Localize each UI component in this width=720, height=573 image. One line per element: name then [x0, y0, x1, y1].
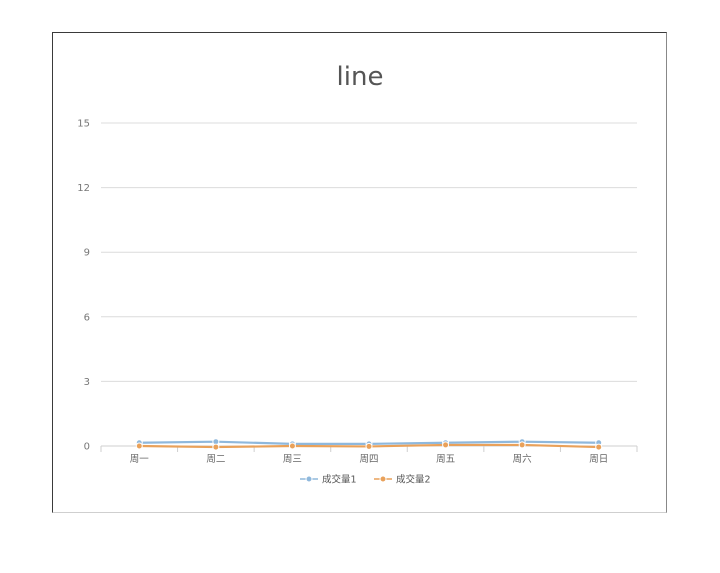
y-tick-label: 9 [84, 248, 90, 259]
x-tick-label: 周六 [513, 453, 533, 465]
data-point[interactable] [288, 442, 296, 450]
line-chart: line 0 3 6 9 12 15 周一 周二 周三 周四 周五 周六 周日 成交量1 成交量2 [77, 62, 638, 486]
series-group [135, 438, 603, 451]
chart-title: line [337, 62, 384, 92]
legend-label: 成交量2 [396, 474, 431, 486]
legend-item-1[interactable]: 成交量1 [300, 474, 357, 486]
data-point[interactable] [442, 441, 450, 449]
legend-marker [379, 475, 387, 483]
y-tick-label: 6 [84, 312, 90, 323]
y-tick-label: 0 [84, 442, 90, 453]
x-tick-label: 周日 [589, 454, 608, 465]
data-point[interactable] [595, 443, 603, 451]
legend-item-2[interactable]: 成交量2 [374, 474, 431, 486]
data-point[interactable] [135, 442, 143, 450]
x-tick-label: 周三 [283, 454, 302, 465]
x-tick-label: 周二 [206, 454, 225, 465]
x-tick-label: 周五 [436, 454, 455, 465]
x-axis-ticks: 周一 周二 周三 周四 周五 周六 周日 [130, 453, 608, 465]
x-tick-label: 周一 [130, 454, 150, 465]
data-point[interactable] [518, 441, 526, 449]
data-point[interactable] [365, 442, 373, 450]
data-point[interactable] [212, 443, 220, 451]
legend-marker [305, 475, 313, 483]
y-tick-label: 3 [84, 377, 90, 388]
series-2 [135, 441, 603, 451]
chart-frame: line 0 3 6 9 12 15 周一 周二 周三 周四 周五 周六 周日 成交量1 成交量2 [52, 32, 667, 513]
grid-lines [101, 122, 637, 382]
y-tick-label: 12 [77, 183, 90, 194]
legend-label: 成交量1 [322, 474, 357, 486]
y-axis-ticks: 0 3 6 9 12 15 [77, 119, 90, 453]
x-tick-label: 周四 [359, 454, 378, 465]
y-tick-label: 15 [77, 119, 90, 130]
legend[interactable]: 成交量1 成交量2 [300, 474, 431, 486]
